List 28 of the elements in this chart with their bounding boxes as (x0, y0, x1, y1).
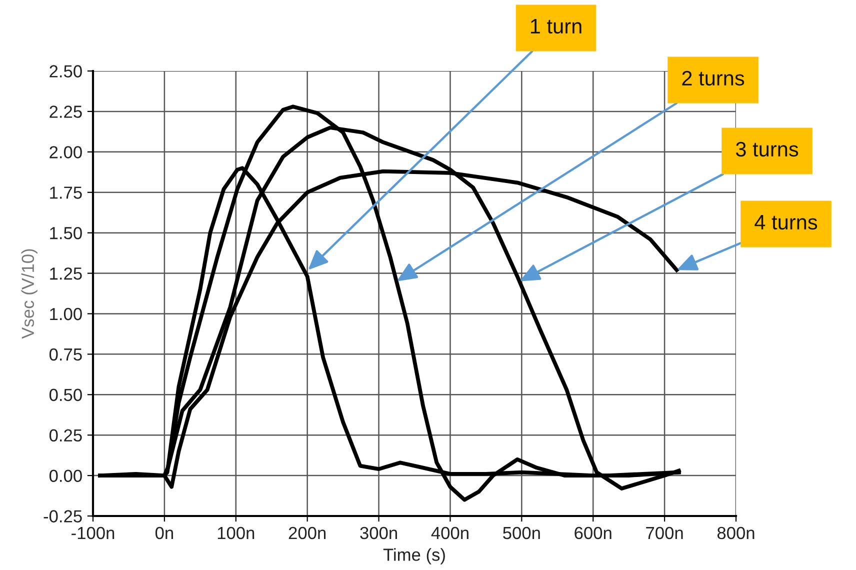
y-axis-title: Vsec (V/10) (21, 249, 38, 339)
annotation: 4 turns (754, 215, 818, 230)
y-tick-label: 0.50 (49, 388, 82, 402)
x-tick-label: 500n (503, 526, 540, 540)
x-tick-label: 800n (717, 526, 754, 540)
y-tick-label: 1.00 (50, 308, 82, 320)
annotation: 2 turns (682, 70, 744, 86)
y-tick-label: 2.50 (50, 65, 82, 78)
y-tick-label: 1.75 (50, 186, 82, 199)
y-tick-label: 0.00 (49, 470, 82, 482)
y-tick-label: -0.25 (44, 510, 82, 522)
y-tick-label: 1.50 (50, 226, 82, 240)
x-tick-label: 700n (646, 526, 683, 540)
x-tick-label: 200n (288, 526, 326, 540)
x-tick-label: 600n (574, 526, 612, 540)
y-tick-label: 2.00 (50, 146, 82, 158)
annotation: 1 turn (530, 19, 582, 34)
x-tick-label: -100n (72, 526, 114, 540)
x-tick-label: 400n (431, 526, 468, 540)
x-axis-title: Time (s) (383, 548, 445, 564)
y-tick-label: 0.25 (49, 429, 82, 442)
y-tick-label: 2.25 (50, 106, 82, 118)
x-tick-label: 0n (155, 526, 173, 540)
annotation: 3 turns (736, 142, 798, 157)
x-tick-label: 100n (218, 526, 254, 540)
y-tick-label: 1.25 (50, 267, 82, 280)
y-tick-label: 0.75 (49, 348, 82, 361)
x-tick-label: 300n (360, 526, 397, 540)
